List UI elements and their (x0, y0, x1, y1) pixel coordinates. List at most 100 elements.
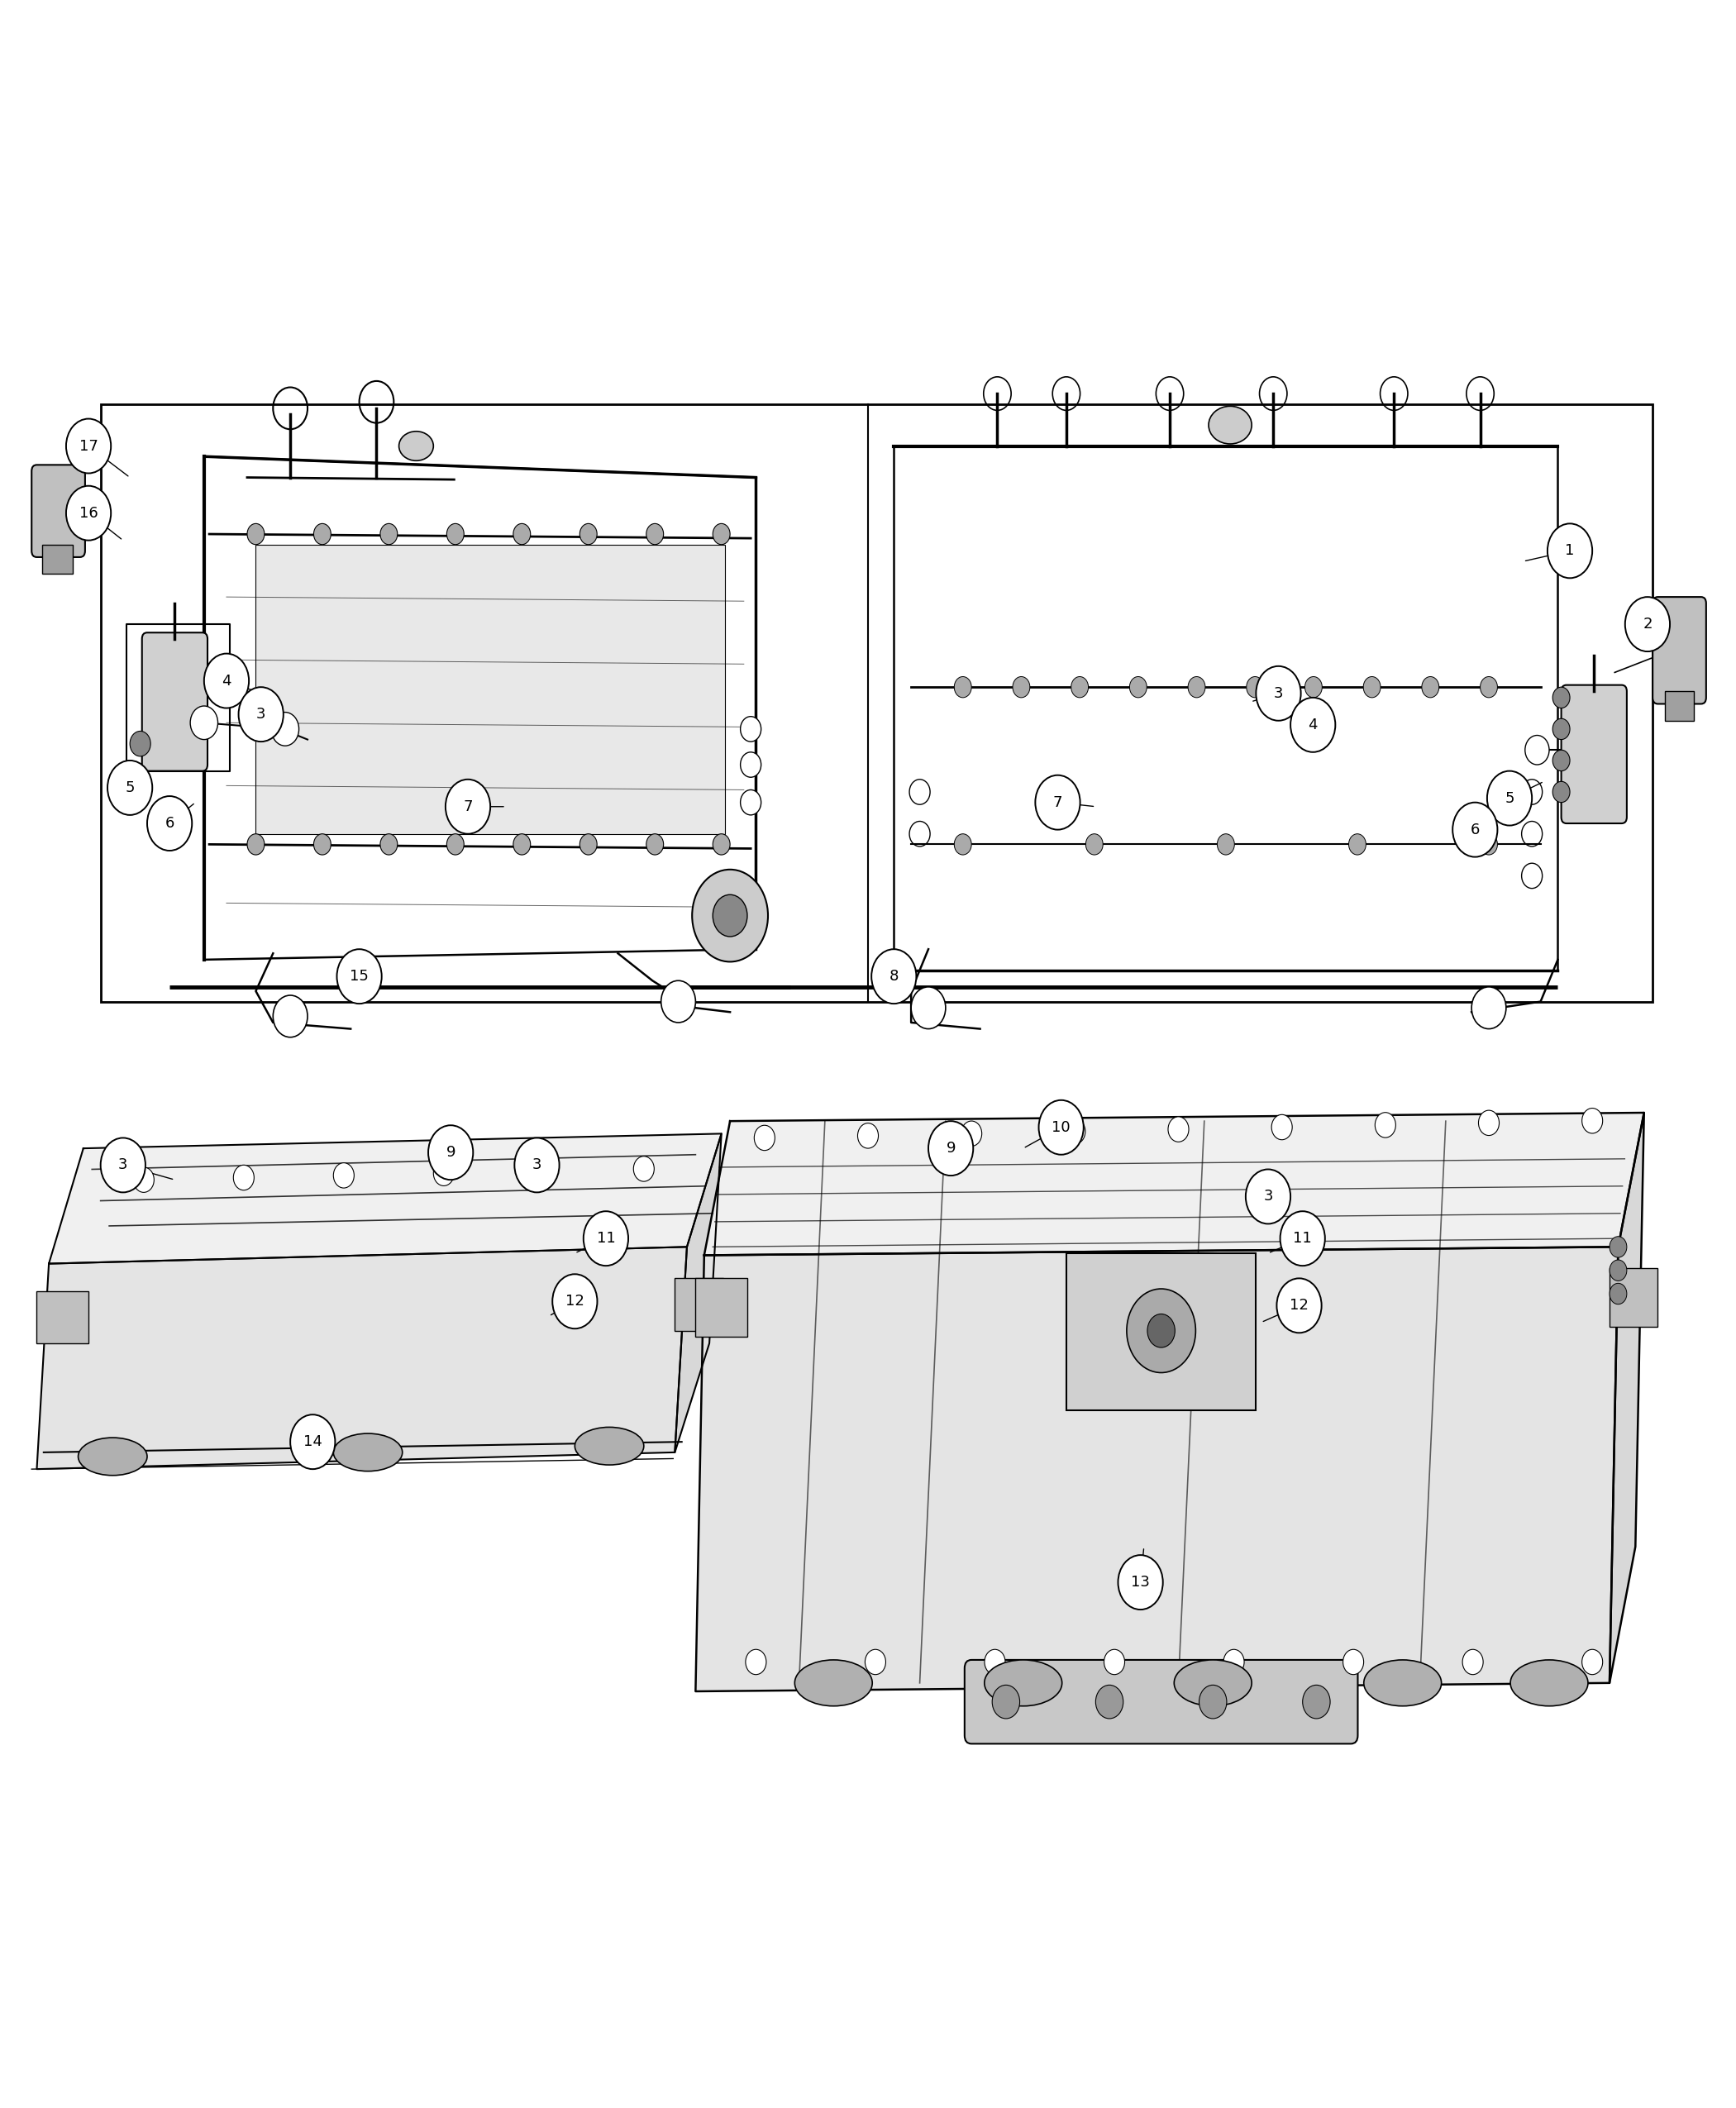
Ellipse shape (399, 432, 434, 462)
Text: 3: 3 (533, 1157, 542, 1172)
Circle shape (1257, 666, 1300, 721)
Circle shape (661, 980, 696, 1022)
Text: 15: 15 (351, 970, 368, 984)
Circle shape (446, 523, 464, 544)
Circle shape (1609, 1237, 1627, 1258)
Circle shape (580, 835, 597, 856)
FancyBboxPatch shape (1665, 691, 1694, 721)
Circle shape (911, 987, 946, 1029)
Circle shape (1581, 1109, 1602, 1134)
Circle shape (1552, 719, 1569, 740)
Circle shape (1547, 523, 1592, 578)
Text: 12: 12 (566, 1294, 585, 1309)
Circle shape (993, 1684, 1019, 1718)
Circle shape (1095, 1684, 1123, 1718)
Text: 3: 3 (1264, 1189, 1272, 1204)
Polygon shape (1609, 1113, 1644, 1682)
Ellipse shape (1510, 1659, 1588, 1705)
Circle shape (1038, 1100, 1083, 1155)
Bar (696, 1277, 746, 1336)
Text: 12: 12 (1290, 1299, 1309, 1313)
Text: 4: 4 (1309, 717, 1318, 731)
Circle shape (745, 1648, 766, 1674)
Polygon shape (705, 1113, 1644, 1254)
Circle shape (740, 717, 760, 742)
Bar (36, 1290, 89, 1343)
Circle shape (646, 523, 663, 544)
Circle shape (1609, 1261, 1627, 1282)
Circle shape (380, 835, 398, 856)
Circle shape (713, 523, 731, 544)
Circle shape (634, 1157, 654, 1180)
Circle shape (446, 780, 490, 835)
Circle shape (1302, 1684, 1330, 1718)
Text: 2: 2 (1642, 618, 1653, 632)
Circle shape (580, 523, 597, 544)
Circle shape (1035, 776, 1080, 831)
Circle shape (1305, 677, 1323, 698)
Circle shape (1453, 803, 1498, 858)
Text: 6: 6 (165, 816, 174, 831)
Circle shape (1344, 1648, 1364, 1674)
FancyBboxPatch shape (1066, 1252, 1257, 1410)
Circle shape (1479, 1111, 1500, 1136)
Circle shape (66, 485, 111, 540)
Text: 16: 16 (80, 506, 97, 521)
Circle shape (271, 713, 299, 746)
Circle shape (1217, 835, 1234, 856)
FancyBboxPatch shape (142, 632, 208, 772)
Ellipse shape (984, 1659, 1062, 1705)
Bar (675, 1277, 724, 1330)
FancyBboxPatch shape (965, 1659, 1358, 1743)
Circle shape (1422, 677, 1439, 698)
Text: 3: 3 (1274, 685, 1283, 700)
Text: 10: 10 (1052, 1119, 1071, 1134)
Circle shape (962, 1121, 983, 1147)
Ellipse shape (1364, 1659, 1441, 1705)
Circle shape (740, 753, 760, 778)
Circle shape (429, 1126, 474, 1180)
Circle shape (1246, 1170, 1290, 1225)
Circle shape (533, 1159, 554, 1183)
Circle shape (1609, 1284, 1627, 1305)
Circle shape (1481, 835, 1498, 856)
Bar (255, 544, 726, 835)
Circle shape (1246, 677, 1264, 698)
Circle shape (314, 523, 332, 544)
Text: 8: 8 (889, 970, 899, 984)
Circle shape (130, 731, 151, 757)
Circle shape (1271, 1115, 1292, 1140)
Circle shape (1224, 1648, 1245, 1674)
Circle shape (713, 894, 746, 936)
Text: 13: 13 (1132, 1575, 1149, 1589)
Circle shape (337, 949, 382, 1003)
Circle shape (1071, 677, 1088, 698)
Circle shape (446, 835, 464, 856)
Circle shape (1064, 1119, 1085, 1145)
Text: 1: 1 (1566, 544, 1575, 559)
Circle shape (273, 995, 307, 1037)
Text: 14: 14 (304, 1433, 323, 1450)
Ellipse shape (333, 1433, 403, 1471)
Circle shape (1488, 772, 1531, 826)
Ellipse shape (795, 1659, 871, 1705)
Circle shape (514, 1138, 559, 1193)
Circle shape (871, 949, 917, 1003)
Text: 7: 7 (1054, 795, 1062, 809)
Text: 11: 11 (597, 1231, 615, 1246)
Circle shape (858, 1124, 878, 1149)
Circle shape (108, 761, 153, 816)
Circle shape (1472, 987, 1507, 1029)
Circle shape (1349, 835, 1366, 856)
Text: 5: 5 (125, 780, 135, 795)
Text: 4: 4 (222, 672, 231, 687)
Circle shape (314, 835, 332, 856)
Text: 3: 3 (257, 706, 266, 721)
Polygon shape (675, 1134, 722, 1452)
Circle shape (1279, 1212, 1325, 1265)
Circle shape (1200, 1684, 1227, 1718)
Circle shape (1276, 1277, 1321, 1332)
Polygon shape (696, 1246, 1618, 1691)
Circle shape (1375, 1113, 1396, 1138)
Ellipse shape (1208, 407, 1252, 445)
